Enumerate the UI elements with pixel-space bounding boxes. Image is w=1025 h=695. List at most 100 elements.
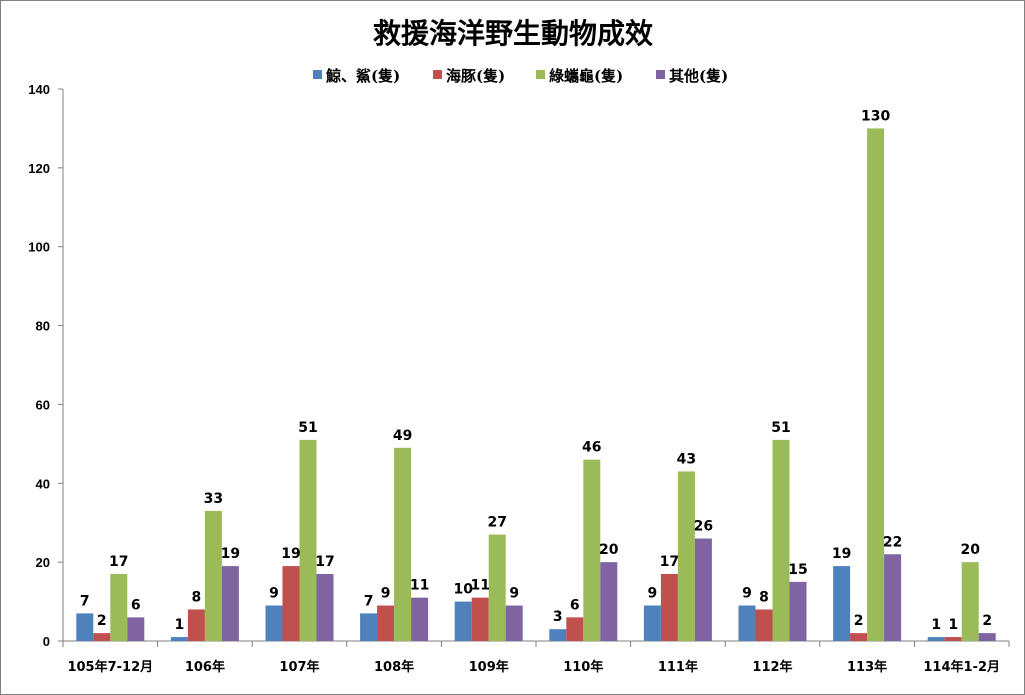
bar — [394, 447, 412, 641]
bar — [127, 617, 145, 641]
data-label: 26 — [694, 518, 713, 534]
bar — [600, 562, 618, 641]
bar — [93, 633, 111, 641]
data-label: 3 — [553, 609, 563, 625]
data-label: 15 — [788, 562, 807, 578]
data-label: 19 — [221, 546, 240, 562]
data-label: 27 — [487, 515, 506, 531]
data-label: 19 — [281, 546, 300, 562]
data-label: 8 — [759, 589, 769, 605]
bar — [471, 597, 489, 641]
y-tick-label: 20 — [36, 555, 50, 570]
legend-swatch-4 — [656, 70, 665, 79]
bar — [677, 471, 695, 641]
bar — [411, 597, 429, 641]
data-label: 11 — [410, 578, 429, 594]
data-label: 1 — [948, 617, 958, 633]
data-label: 9 — [648, 586, 658, 602]
bar — [221, 566, 239, 641]
y-tick-label: 40 — [36, 476, 50, 491]
bar — [867, 128, 885, 641]
data-label: 11 — [470, 578, 489, 594]
x-tick-label: 108年 — [374, 659, 414, 675]
bar — [789, 581, 807, 641]
data-label: 10 — [453, 582, 473, 598]
bar — [265, 605, 283, 641]
data-label: 22 — [883, 534, 902, 550]
x-tick-label: 110年 — [563, 659, 603, 675]
bar — [978, 633, 996, 641]
bar — [850, 633, 868, 641]
legend: 鯨、鯊(隻) 海豚(隻) 綠蠵龜(隻) 其他(隻) — [313, 67, 728, 85]
bar — [583, 459, 601, 641]
data-label: 2 — [982, 613, 992, 629]
data-label: 7 — [80, 593, 90, 609]
data-label: 1 — [931, 617, 941, 633]
x-tick-label: 111年 — [658, 659, 698, 675]
data-label: 17 — [660, 554, 679, 570]
bar — [566, 617, 584, 641]
x-tick-label: 107年 — [279, 659, 319, 675]
legend-label-4: 其他(隻) — [669, 67, 728, 85]
bar — [884, 554, 902, 641]
y-tick-label: 120 — [28, 161, 50, 176]
data-label: 9 — [509, 586, 519, 602]
data-label: 9 — [269, 586, 279, 602]
legend-label-2: 海豚(隻) — [446, 67, 505, 85]
legend-label-1: 鯨、鯊(隻) — [325, 67, 400, 85]
y-tick-label: 0 — [43, 634, 50, 649]
x-tick-label: 113年 — [847, 659, 887, 675]
legend-swatch-2 — [433, 70, 442, 79]
bar — [204, 510, 222, 641]
chart-title: 救援海洋野生動物成效 — [373, 17, 653, 50]
data-label: 33 — [204, 491, 223, 507]
x-tick-label: 109年 — [469, 659, 509, 675]
bar — [961, 562, 979, 641]
bar — [488, 534, 506, 641]
data-label: 1 — [175, 617, 185, 633]
bar — [755, 609, 773, 641]
data-label: 2 — [854, 613, 864, 629]
bar — [694, 538, 712, 641]
legend-swatch-3 — [536, 70, 545, 79]
bar — [505, 605, 523, 641]
y-tick-label: 80 — [36, 319, 50, 334]
data-label: 6 — [570, 597, 580, 613]
legend-label-3: 綠蠵龜(隻) — [549, 67, 623, 85]
bars — [76, 128, 996, 641]
bar — [549, 629, 567, 641]
data-label: 8 — [192, 589, 202, 605]
x-tick-label: 114年1-2月 — [923, 659, 1000, 675]
bar — [377, 605, 395, 641]
data-label: 43 — [677, 451, 696, 467]
y-tick-label: 60 — [36, 397, 50, 412]
bar — [660, 573, 678, 641]
data-label: 17 — [109, 554, 128, 570]
legend-swatch-1 — [313, 70, 322, 79]
bar — [833, 566, 851, 641]
data-label: 20 — [599, 542, 619, 558]
data-label: 46 — [582, 440, 601, 456]
bar — [299, 439, 317, 641]
y-tick-label: 140 — [28, 82, 50, 97]
data-label: 6 — [131, 597, 141, 613]
data-label: 9 — [381, 586, 391, 602]
data-label: 9 — [742, 586, 752, 602]
bar — [944, 637, 962, 641]
x-tick-label: 105年7-12月 — [67, 659, 153, 675]
bar — [772, 439, 790, 641]
data-label: 49 — [393, 428, 412, 444]
y-tick-label: 100 — [28, 240, 50, 255]
x-tick-label: 112年 — [752, 659, 792, 675]
bar — [454, 601, 472, 641]
bar — [76, 613, 94, 641]
data-label: 19 — [832, 546, 851, 562]
bar — [187, 609, 205, 641]
data-label: 51 — [298, 420, 317, 436]
bar — [927, 637, 945, 641]
bar — [738, 605, 756, 641]
